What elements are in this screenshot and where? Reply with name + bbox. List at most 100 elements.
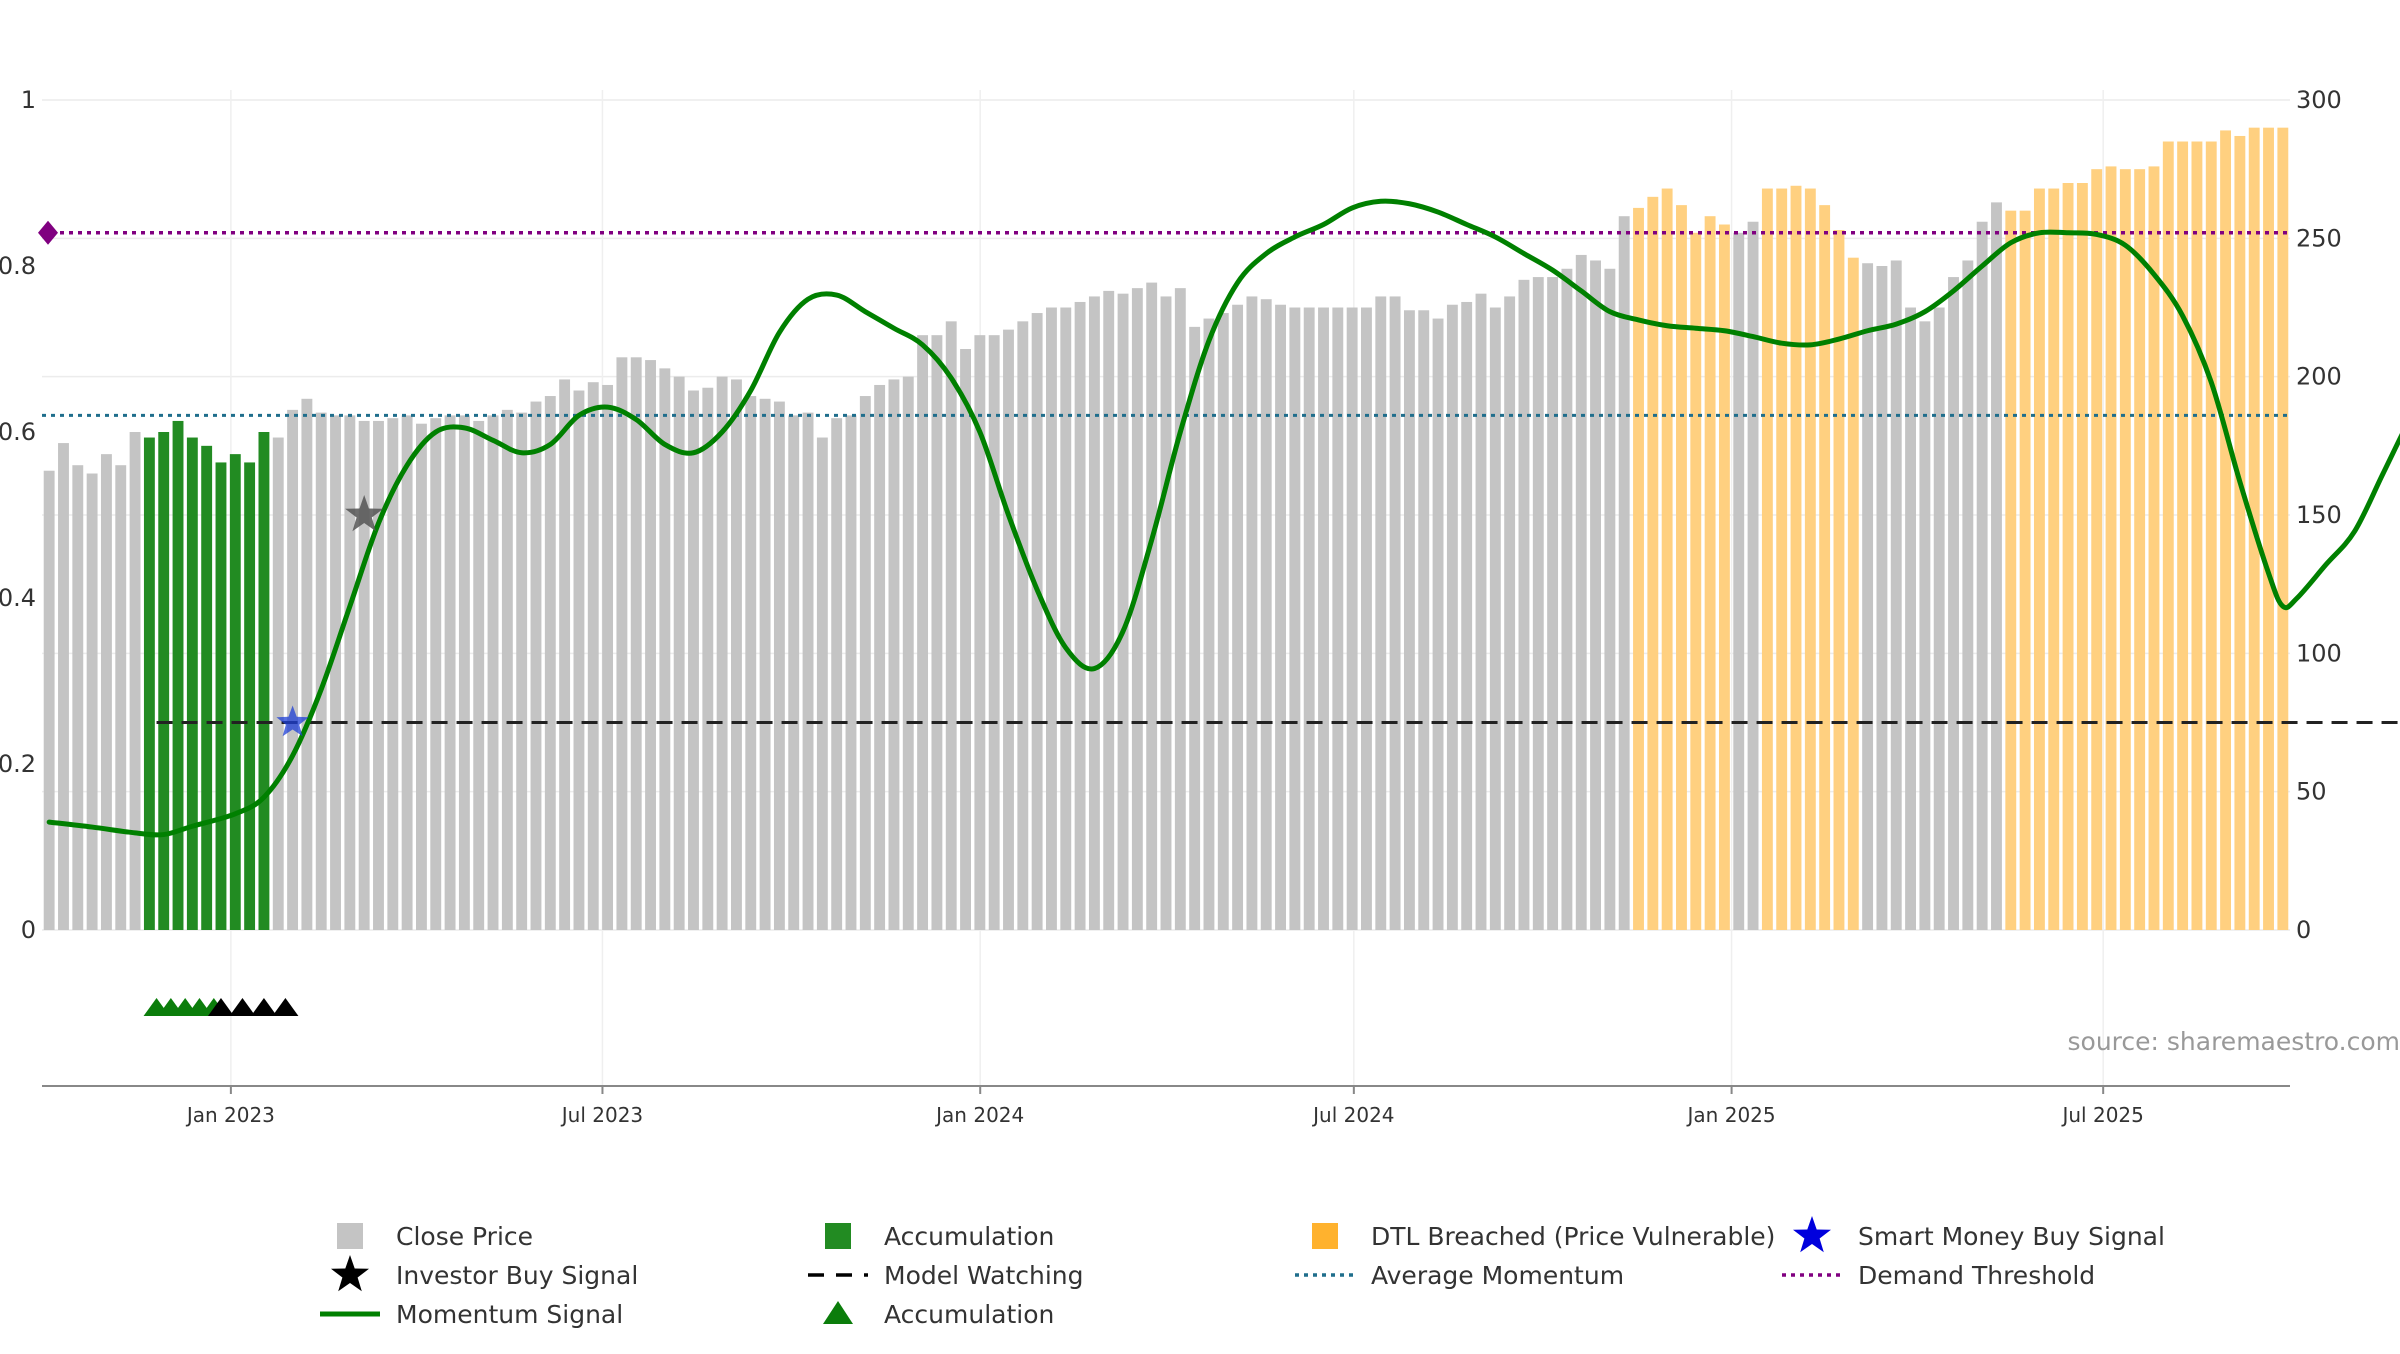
left-axis-tick-label: 0.4 — [0, 584, 36, 612]
close-price-bar — [702, 388, 713, 930]
legend-label: Investor Buy Signal — [396, 1261, 638, 1290]
legend-star-icon — [331, 1255, 369, 1291]
dtl-breached-bar — [2220, 130, 2231, 930]
price-bars — [44, 128, 2289, 930]
dtl-breached-bar — [2048, 189, 2059, 930]
close-price-bar — [1547, 277, 1558, 930]
accumulation-bar — [173, 421, 184, 930]
close-price-bar — [273, 438, 284, 930]
legend-item-accum_bar: Accumulation — [825, 1222, 1054, 1251]
accumulation-bar — [144, 438, 155, 930]
close-price-bar — [931, 335, 942, 930]
close-price-bar — [1862, 263, 1873, 930]
close-price-bar — [903, 377, 914, 930]
close-price-bar — [602, 385, 613, 930]
accumulation-bar — [258, 432, 269, 930]
legend-label: Momentum Signal — [396, 1300, 623, 1329]
left-axis-tick-label: 0.8 — [0, 252, 36, 280]
close-price-bar — [1404, 310, 1415, 930]
close-price-bar — [1089, 296, 1100, 930]
dtl-breached-bar — [2134, 169, 2145, 930]
close-price-bar — [659, 368, 670, 930]
close-price-bar — [774, 402, 785, 930]
close-price-bar — [1533, 277, 1544, 930]
close-price-bar — [860, 396, 871, 930]
source-label: source: sharemaestro.com — [2068, 1027, 2400, 1056]
close-price-bar — [889, 379, 900, 930]
right-axis-tick-label: 100 — [2296, 639, 2342, 667]
dtl-breached-bar — [2106, 166, 2117, 930]
legend-label: Accumulation — [884, 1300, 1054, 1329]
legend-swatch — [1312, 1223, 1338, 1249]
close-price-bar — [946, 321, 957, 930]
close-price-bar — [1375, 296, 1386, 930]
close-price-bar — [588, 382, 599, 930]
close-price-bar — [1604, 269, 1615, 930]
legend-label: Model Watching — [884, 1261, 1084, 1290]
dtl-breached-bar — [2020, 211, 2031, 930]
close-price-bar — [1519, 280, 1530, 930]
close-price-bar — [1261, 299, 1272, 930]
legend-item-momentum: Momentum Signal — [320, 1300, 623, 1329]
legend-item-watching: Model Watching — [808, 1261, 1084, 1290]
close-price-bar — [101, 454, 112, 930]
dtl-breached-bar — [1834, 230, 1845, 930]
close-price-bar — [1361, 308, 1372, 931]
close-price-bar — [1189, 327, 1200, 930]
close-price-bar — [1876, 266, 1887, 930]
legend-swatch — [337, 1223, 363, 1249]
legend-swatch — [825, 1223, 851, 1249]
close-price-bar — [1032, 313, 1043, 930]
close-price-bar — [1948, 277, 1959, 930]
close-price-bar — [846, 415, 857, 930]
legend-label: Average Momentum — [1371, 1261, 1624, 1290]
close-price-bar — [1476, 294, 1487, 930]
close-price-bar — [631, 357, 642, 930]
close-price-bar — [1934, 308, 1945, 931]
close-price-bar — [1561, 269, 1572, 930]
dtl-breached-bar — [2063, 183, 2074, 930]
dtl-breached-bar — [1676, 205, 1687, 930]
close-price-bar — [502, 410, 513, 930]
dtl-breached-bar — [2077, 183, 2088, 930]
accumulation-bar — [216, 462, 227, 930]
dtl-breached-bar — [1776, 189, 1787, 930]
left-axis-tick-label: 0 — [21, 916, 36, 944]
close-price-bar — [516, 413, 527, 930]
close-price-bar — [1017, 321, 1028, 930]
close-price-bar — [1490, 308, 1501, 931]
close-price-bar — [1175, 288, 1186, 930]
close-price-bar — [72, 465, 83, 930]
accumulation-bar — [244, 462, 255, 930]
close-price-bar — [1318, 308, 1329, 931]
close-price-bar — [1075, 302, 1086, 930]
dtl-breached-bar — [2277, 128, 2288, 930]
dtl-breached-bar — [2177, 142, 2188, 931]
right-axis-tick-label: 200 — [2296, 363, 2342, 391]
close-price-bar — [1218, 313, 1229, 930]
close-price-bar — [1304, 308, 1315, 931]
close-price-bar — [1433, 319, 1444, 930]
close-price-bar — [1962, 260, 1973, 930]
close-price-bar — [760, 399, 771, 930]
close-price-bar — [1060, 308, 1071, 931]
dtl-breached-bar — [2034, 189, 2045, 930]
legend-label: DTL Breached (Price Vulnerable) — [1371, 1222, 1775, 1251]
close-price-bar — [344, 415, 355, 930]
close-price-bar — [1418, 310, 1429, 930]
close-price-bar — [1461, 302, 1472, 930]
close-price-bar — [831, 418, 842, 930]
right-axis-tick-label: 250 — [2296, 224, 2342, 252]
accumulation-panel — [144, 998, 299, 1016]
legend-item-accum_tri: Accumulation — [823, 1300, 1054, 1329]
close-price-bar — [1905, 308, 1916, 931]
close-price-bar — [1447, 305, 1458, 930]
close-price-bar — [1919, 321, 1930, 930]
accumulation-bar — [187, 438, 198, 930]
right-axis-tick-label: 150 — [2296, 501, 2342, 529]
dtl-breached-bar — [1705, 216, 1716, 930]
x-axis-tick-label: Jul 2025 — [2060, 1103, 2143, 1127]
close-price-bar — [58, 443, 69, 930]
